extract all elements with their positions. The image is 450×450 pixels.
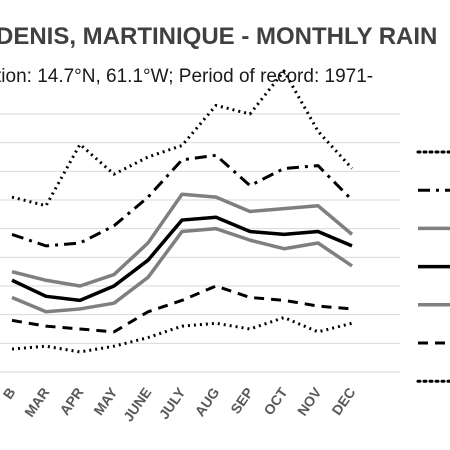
x-tick-label: AUG [191,384,222,419]
x-tick-label: NOV [294,384,325,419]
x-axis-tick-labels: B MAR APR MAY JUNE JULY AUG SEP OCT NOV DEC [0,384,358,424]
x-tick-label: SEP [227,385,256,417]
series-line-6 [11,284,353,334]
chart-title: DENIS, MARTINIQUE - MONTHLY RAIN [0,23,437,50]
x-tick-label: JULY [156,384,189,422]
gridlines [0,113,400,373]
legend [416,150,450,383]
series-line-4 [11,215,353,303]
chart-subtitle: tion: 14.7°N, 61.1°W; Period of record: … [0,66,373,87]
x-tick-label: DEC [328,385,358,418]
series-line-7 [11,316,353,354]
series-lines [11,69,354,354]
x-tick-label: OCT [260,384,290,418]
series-line-3 [11,192,354,288]
series-line-2 [11,153,354,248]
series-line-5 [11,226,353,314]
x-tick-label: MAR [21,385,52,420]
x-tick-label: B [0,385,18,402]
x-tick-label: MAY [90,384,121,418]
x-tick-label: JUNE [120,385,155,425]
x-tick-label: APR [56,385,86,418]
series-line-1 [11,69,354,208]
